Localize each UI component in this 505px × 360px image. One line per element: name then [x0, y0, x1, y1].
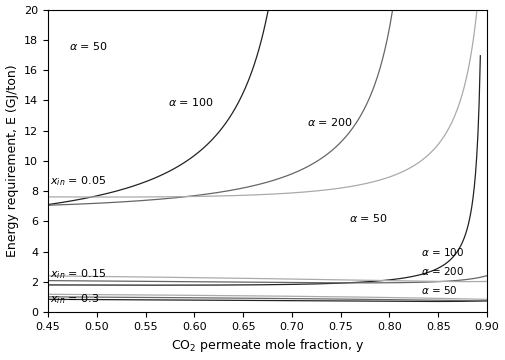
Text: $\alpha$ = 200: $\alpha$ = 200 [307, 116, 352, 127]
Text: $\alpha$ = 200: $\alpha$ = 200 [421, 265, 464, 276]
Text: $x_{in}$ = 0.15: $x_{in}$ = 0.15 [50, 267, 106, 281]
X-axis label: CO$_2$ permeate mole fraction, y: CO$_2$ permeate mole fraction, y [171, 337, 364, 355]
Text: $\alpha$ = 100: $\alpha$ = 100 [168, 96, 214, 108]
Text: $x_{in}$ = 0.3: $x_{in}$ = 0.3 [50, 292, 99, 306]
Text: $\alpha$ = 50: $\alpha$ = 50 [421, 284, 458, 296]
Text: $\alpha$ = 100: $\alpha$ = 100 [421, 247, 464, 258]
Text: $\alpha$ = 50: $\alpha$ = 50 [69, 40, 109, 52]
Text: $x_{in}$ = 0.05: $x_{in}$ = 0.05 [50, 174, 106, 188]
Text: $\alpha$ = 50: $\alpha$ = 50 [348, 212, 388, 224]
Y-axis label: Energy requirement, E (GJ/ton): Energy requirement, E (GJ/ton) [6, 64, 19, 257]
